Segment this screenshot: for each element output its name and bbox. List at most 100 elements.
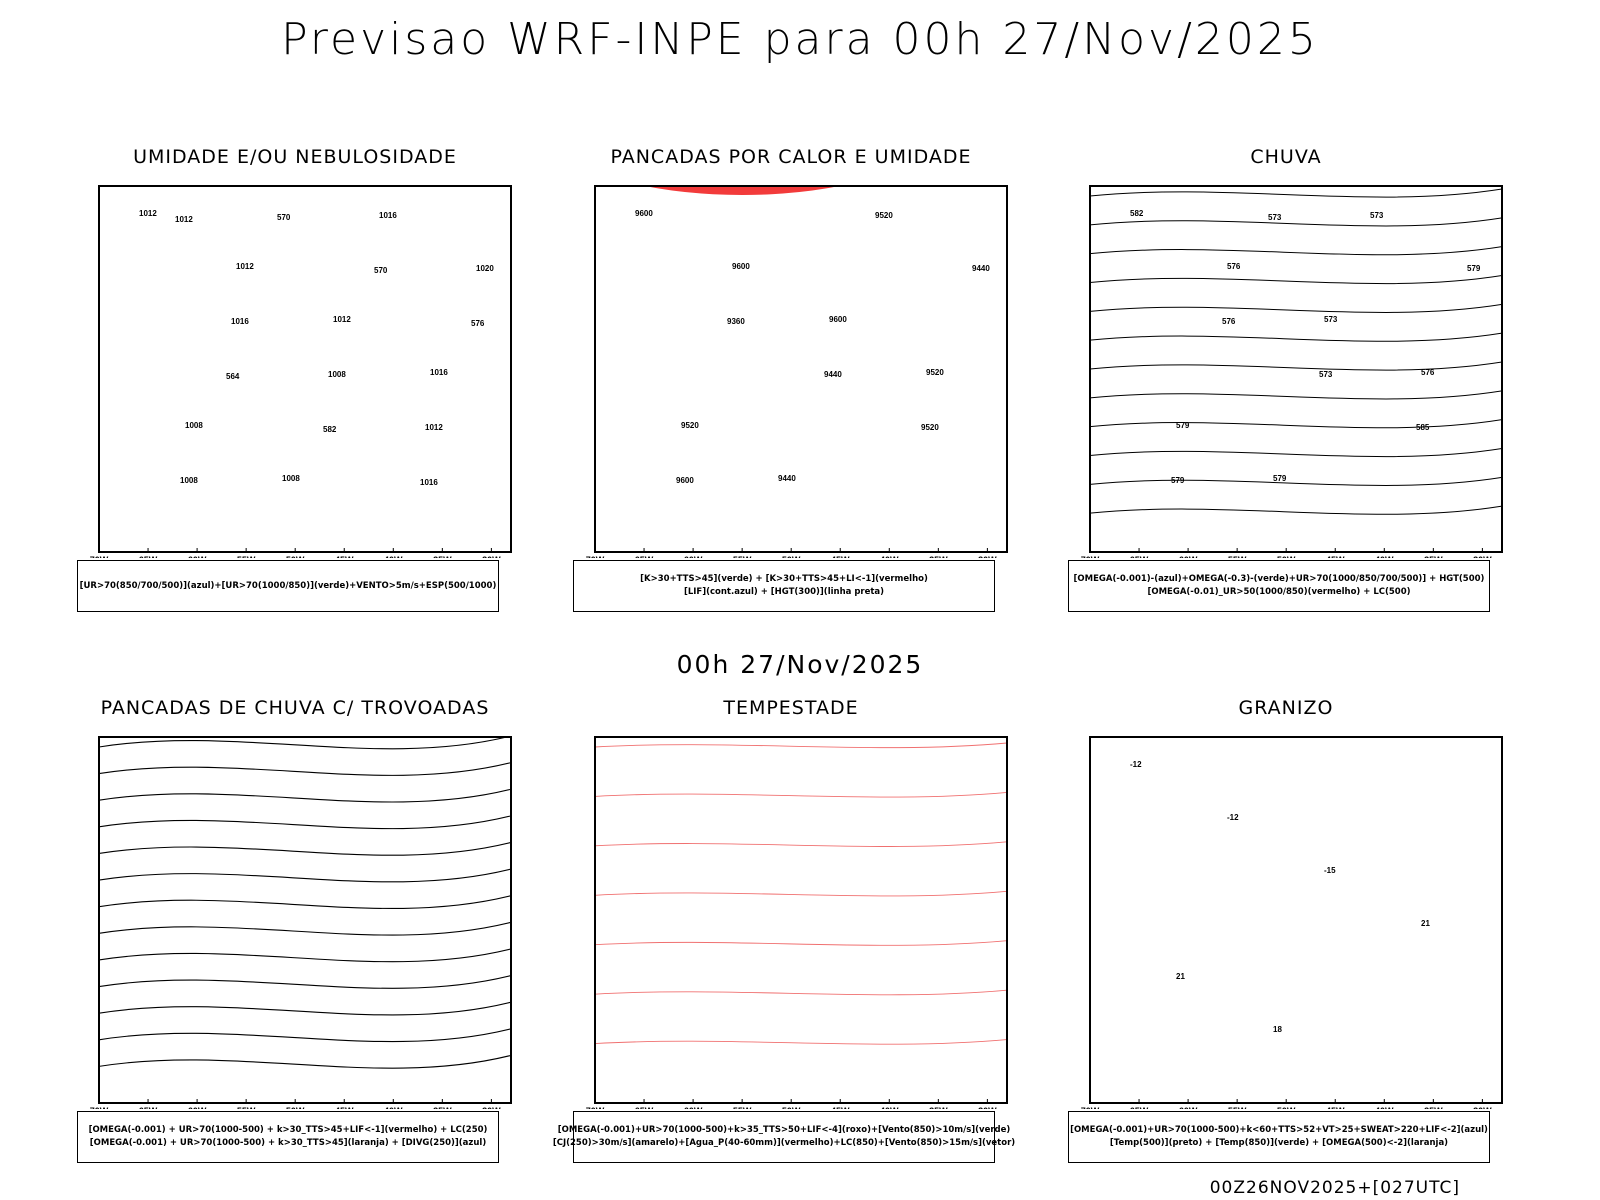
streamline: [1090, 505, 1502, 515]
lon-tick-label: 50W: [782, 1106, 801, 1109]
legend-line: [OMEGA(-0.01)_UR>50(1000/850)(vermelho) …: [1147, 587, 1411, 597]
contour-label: 564: [226, 372, 240, 381]
lon-tick-label: 45W: [335, 555, 354, 558]
lon-tick-label: 60W: [684, 1106, 703, 1109]
map-content: -12 -12 -15 21 21 18: [1078, 729, 1430, 1034]
contour-label: 576: [1227, 262, 1241, 271]
contour-label: 21: [1421, 919, 1430, 928]
lon-tick-label: 50W: [1277, 1106, 1296, 1109]
streamline: [99, 948, 511, 963]
lon-tick-label: 45W: [335, 1106, 354, 1109]
streamline: [1090, 448, 1502, 458]
map-frame: [594, 185, 1008, 553]
contour-label: 9600: [676, 476, 694, 485]
lon-tick-label: 55W: [733, 555, 752, 558]
streamline: [1090, 361, 1502, 371]
panel-title: GRANIZO: [1238, 697, 1334, 719]
streamline: [1090, 390, 1502, 400]
contour-label: 1012: [333, 315, 351, 324]
contour-label: 9440: [778, 474, 796, 483]
legend-line: [K>30+TTS>45](verde) + [K>30+TTS>45+LI<-…: [640, 574, 928, 584]
lon-tick-label: 70W: [1081, 555, 1100, 558]
legend-box: [K>30+TTS>45](verde) + [K>30+TTS>45+LI<-…: [573, 560, 995, 612]
lon-tick-label: 35W: [1424, 1106, 1443, 1109]
legend-line: [OMEGA(-0.001)+UR>70(1000-500)+k<60+TTS>…: [1070, 1125, 1488, 1135]
map-frame: [1089, 736, 1503, 1104]
streamline: [1090, 476, 1502, 486]
legend-box: [OMEGA(-0.001)-(azul)+OMEGA(-0.3)-(verde…: [1068, 560, 1490, 612]
lon-tick-label: 45W: [1326, 555, 1345, 558]
streamline: [99, 975, 511, 989]
streamline: [1090, 188, 1502, 198]
lon-tick-label: 30W: [1473, 555, 1492, 558]
contour-label: 1008: [185, 421, 203, 430]
lon-tick-label: 45W: [831, 555, 850, 558]
streamline: [595, 989, 1007, 996]
legend-box: [OMEGA(-0.001) + UR>70(1000-500) + k>30_…: [77, 1111, 499, 1163]
lon-tick-label: 60W: [1179, 1106, 1198, 1109]
contour-label: 18: [1273, 1025, 1282, 1034]
forecast-time-title: 00h 27/Nov/2025: [676, 650, 924, 679]
map-granizo: -12-12-1521211812S15S18S21S24S27S30S33S3…: [1078, 729, 1503, 1109]
lon-tick-label: 50W: [1277, 555, 1296, 558]
contour-label: 1012: [139, 209, 157, 218]
streamline: [595, 791, 1007, 798]
run-timestamp: 00Z26NOV2025+[027UTC]: [1209, 1178, 1460, 1198]
contour-label: 576: [1222, 317, 1236, 326]
lon-tick-label: 35W: [929, 1106, 948, 1109]
legend-line: [CJ(250)>30m/s](amarelo)+[Agua_P(40-60mm…: [552, 1138, 1016, 1148]
contour-line: [1078, 729, 1337, 747]
contour-label: 585: [1416, 423, 1430, 432]
contour-label: 1012: [175, 215, 193, 224]
contour-label: 573: [1268, 213, 1282, 222]
lon-tick-label: 30W: [482, 1106, 501, 1109]
lon-tick-label: 55W: [1228, 1106, 1247, 1109]
contour-label: 1016: [430, 368, 448, 377]
contour-label: 1008: [282, 474, 300, 483]
map-content: 9600 9600 9600 9520 9520 9440 9520 9440 9360 9440…: [635, 186, 990, 485]
map-trovoadas: 12S15S18S21S24S27S30S33S36S39S42S70W65W6…: [90, 736, 512, 1109]
lon-tick-label: 70W: [90, 1106, 109, 1109]
streamline: [1090, 246, 1502, 256]
panel-title: CHUVA: [1250, 146, 1322, 168]
map-content: 1012 1012 1012 1016 1008 1008 1016 1020 1016 1008…: [139, 209, 494, 487]
streamline: [595, 940, 1007, 946]
streamline: [99, 868, 511, 883]
contour-label: 573: [1370, 211, 1384, 220]
legend-box: [UR>70(850/700/500)](azul)+[UR>70(1000/8…: [77, 560, 499, 612]
contour-label: 576: [1421, 368, 1435, 377]
weather-area: [645, 186, 839, 195]
contour-label: 1020: [476, 264, 494, 273]
lon-tick-label: 35W: [929, 555, 948, 558]
contour-label: 579: [1273, 474, 1287, 483]
streamline: [1090, 275, 1502, 285]
map-frame: [594, 736, 1008, 1104]
contour-label: 579: [1176, 421, 1190, 430]
legend-line: [OMEGA(-0.001) + UR>70(1000-500) + k>30_…: [89, 1138, 487, 1148]
legend-line: [OMEGA(-0.001) + UR>70(1000-500) + k>30_…: [88, 1125, 488, 1135]
panel-title: UMIDADE E/OU NEBULOSIDADE: [133, 146, 457, 168]
lon-tick-label: 50W: [782, 555, 801, 558]
map-chuva: 5825765735765795795735795765735855795731…: [1081, 185, 1503, 558]
lon-tick-label: 35W: [1424, 555, 1443, 558]
lon-tick-label: 70W: [1081, 1106, 1100, 1109]
lon-tick-label: 40W: [880, 555, 899, 558]
lon-tick-label: 65W: [1130, 1106, 1149, 1109]
page-title: Previsao WRF-INPE para 00h 27/Nov/2025: [281, 14, 1319, 65]
lon-tick-label: 35W: [433, 1106, 452, 1109]
lon-tick-label: 60W: [684, 555, 703, 558]
contour-label: 1016: [420, 478, 438, 487]
map-content: 582 576 573 576 579 579 573 579 576 573 585 579 573: [1090, 188, 1502, 515]
contour-label: 1016: [379, 211, 397, 220]
contour-label: 570: [277, 213, 291, 222]
contour-label: 9600: [635, 209, 653, 218]
lon-tick-label: 65W: [635, 555, 654, 558]
contour-label: 1012: [425, 423, 443, 432]
streamline: [99, 788, 511, 803]
lon-tick-label: 50W: [286, 1106, 305, 1109]
legend-box: [OMEGA(-0.001)+UR>70(1000-500)+k>35_TTS>…: [553, 1111, 1015, 1163]
lon-tick-label: 30W: [482, 555, 501, 558]
map-frame: [1089, 185, 1503, 553]
lon-tick-label: 30W: [978, 1106, 997, 1109]
map-content: [595, 742, 1007, 1045]
